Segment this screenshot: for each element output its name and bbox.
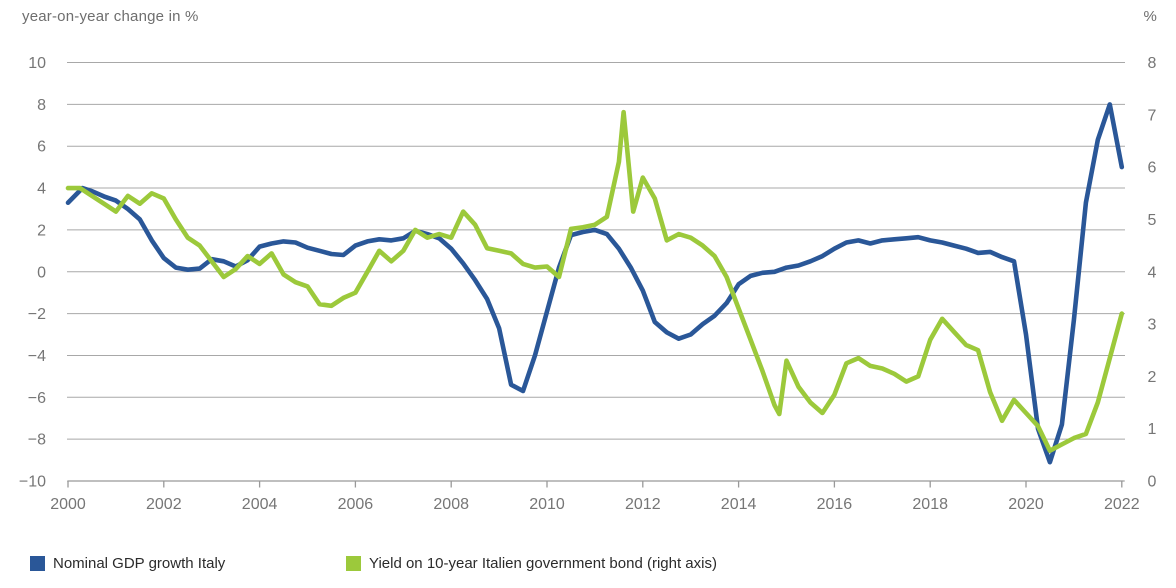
left-axis-tick-label: 8: [37, 97, 46, 114]
left-axis-tick-label: 0: [37, 264, 46, 281]
bond-yield-line: [65, 109, 1125, 454]
x-axis-tick-label: 2016: [817, 496, 853, 513]
x-axis-tick-label: 2018: [912, 496, 948, 513]
x-axis-tick-label: 2000: [50, 496, 86, 513]
yield-legend-swatch: [346, 555, 361, 571]
left-axis-tick-label: −8: [28, 432, 46, 449]
left-axis-tick-label: −2: [28, 306, 46, 323]
right-axis-tick-label: 8: [1148, 55, 1157, 72]
gdp-legend-label: Nominal GDP growth Italy: [53, 554, 226, 572]
left-axis-tick-label: 6: [37, 139, 46, 156]
legend-item-gdp: Nominal GDP growth Italy: [30, 551, 225, 575]
right-axis-title: %: [1143, 8, 1157, 25]
right-axis-tick-label: 4: [1148, 264, 1157, 281]
x-axis-tick-label: 2012: [625, 496, 661, 513]
left-axis-tick-label: −6: [28, 390, 46, 407]
x-axis-tick-label: 2014: [721, 496, 757, 513]
right-axis-tick-label: 6: [1148, 160, 1157, 177]
x-axis-tick-label: 2008: [433, 496, 469, 513]
right-axis-tick-label: 7: [1148, 107, 1157, 124]
left-axis-tick-label: 4: [37, 181, 46, 198]
yield-legend-label: Yield on 10-year Italien government bond…: [369, 554, 717, 572]
legend: Nominal GDP growth Italy Yield on 10-yea…: [0, 551, 1176, 581]
x-axis-tick-label: 2022: [1104, 496, 1140, 513]
left-axis-tick-label: 10: [28, 55, 46, 72]
x-axis-tick-label: 2002: [146, 496, 182, 513]
x-axis-tick-label: 2010: [529, 496, 565, 513]
left-axis-title: year-on-year change in %: [22, 8, 199, 25]
right-axis-tick-label: 0: [1148, 474, 1157, 491]
gridlines: [67, 62, 1125, 482]
x-axis: [67, 480, 1124, 488]
right-axis-tick-label: 3: [1148, 317, 1157, 334]
x-axis-tick-label: 2006: [338, 496, 374, 513]
legend-item-yield: Yield on 10-year Italien government bond…: [346, 551, 717, 575]
left-axis-tick-label: −10: [19, 474, 46, 491]
gdp-legend-swatch: [30, 555, 45, 571]
x-axis-tick-label: 2020: [1008, 496, 1044, 513]
left-axis-tick-label: 2: [37, 222, 46, 239]
right-axis-tick-label: 1: [1148, 421, 1157, 438]
right-axis-tick-label: 5: [1148, 212, 1157, 229]
x-axis-tick-label: 2004: [242, 496, 278, 513]
right-axis-tick-label: 2: [1148, 369, 1157, 386]
gdp-growth-line: [65, 102, 1125, 465]
left-axis-tick-label: −4: [28, 348, 46, 365]
